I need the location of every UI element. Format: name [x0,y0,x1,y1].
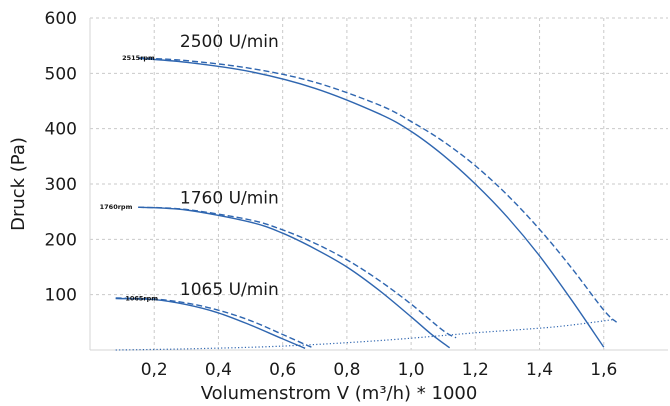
x-tick-label: 1,0 [398,360,425,380]
y-tick-label: 600 [45,9,77,29]
y-tick-label: 400 [45,120,77,140]
series-solid-4 [115,297,306,349]
curve-label: 1065 U/min [180,280,279,300]
rpm-tag: 1065rpm [125,295,158,303]
rpm-tag: 1760rpm [100,203,133,211]
rpm-tag: 2515rpm [122,54,155,62]
x-tick-label: 0,6 [269,360,296,380]
series-dashed-3 [138,206,457,339]
grid [90,17,668,350]
x-tick-label: 1,4 [526,360,553,380]
series-dashed-1 [138,57,618,323]
y-tick-label: 500 [45,64,77,84]
x-tick-label: 0,8 [333,360,360,380]
x-tick-label: 1,6 [590,360,617,380]
rpm-tags: 2515rpm 1760rpm 1065rpm [100,54,159,303]
curve-labels: 2500 U/min 1760 U/min 1065 U/min [180,32,279,300]
series-dashed-5 [115,297,312,348]
y-tick-label: 300 [45,175,77,195]
series-dotted-6 [115,319,614,351]
x-tick-label: 0,4 [205,360,232,380]
x-axis-label: Volumenstrom V (m³/h) * 1000 [201,383,478,404]
x-tick-label: 1,2 [462,360,489,380]
axes [89,18,668,351]
y-tick-labels: 100 200 300 400 500 600 [45,9,77,306]
curve-label: 1760 U/min [180,188,279,208]
x-tick-label: 0,2 [141,360,168,380]
series-solid-0 [138,57,605,348]
series-solid-2 [138,206,451,349]
y-axis-label: Druck (Pa) [8,137,29,231]
x-tick-labels: 0,2 0,4 0,6 0,8 1,0 1,2 1,4 1,6 [141,360,618,380]
series [115,57,618,351]
y-tick-label: 200 [45,230,77,250]
y-tick-label: 100 [45,286,77,306]
curve-label: 2500 U/min [180,32,279,52]
